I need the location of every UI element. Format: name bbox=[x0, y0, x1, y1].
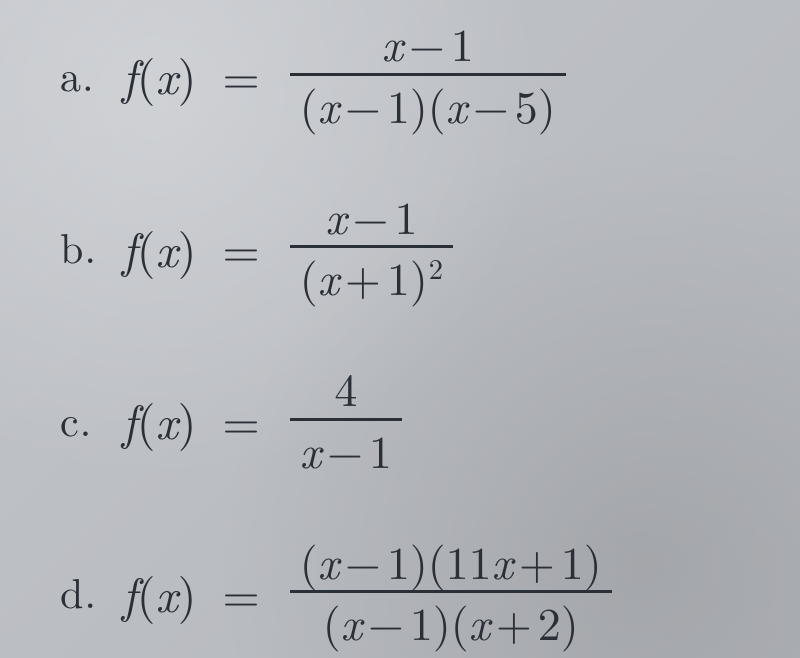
lhs-d: f(x) bbox=[122, 558, 196, 626]
problem-c: c. f(x) = 4 x−1 bbox=[60, 363, 760, 475]
denominator-d: (x−1)(x+2) bbox=[313, 597, 589, 648]
exercise-list: a. f(x) = x−1 (x−1)(x−5) b. f(x) = x−1 (… bbox=[0, 0, 800, 658]
denominator-a: (x−1)(x−5) bbox=[290, 80, 566, 131]
lhs-b: f(x) bbox=[122, 213, 196, 281]
numerator-c: 4 bbox=[324, 363, 367, 414]
denominator-c: x−1 bbox=[290, 425, 402, 476]
denominator-b: (x+1)2 bbox=[290, 252, 453, 303]
problem-label-a: a. bbox=[60, 45, 102, 104]
problem-a: a. f(x) = x−1 (x−1)(x−5) bbox=[60, 18, 760, 130]
fraction-c: 4 x−1 bbox=[290, 363, 402, 475]
numerator-a: x−1 bbox=[372, 18, 484, 69]
problem-label-c: c. bbox=[60, 390, 102, 449]
fraction-d: (x−1)(11x+1) (x−1)(x+2) bbox=[290, 536, 612, 648]
problem-label-d: d. bbox=[60, 562, 102, 621]
numerator-b: x−1 bbox=[315, 191, 427, 242]
problem-d: d. f(x) = (x−1)(11x+1) (x−1)(x+2) bbox=[60, 536, 760, 648]
fraction-b: x−1 (x+1)2 bbox=[290, 191, 453, 303]
lhs-a: f(x) bbox=[122, 40, 196, 108]
lhs-c: f(x) bbox=[122, 385, 196, 453]
equals-c: = bbox=[222, 385, 259, 453]
equals-b: = bbox=[222, 213, 259, 281]
equals-d: = bbox=[222, 558, 259, 626]
equals-a: = bbox=[222, 40, 259, 108]
problem-label-b: b. bbox=[60, 217, 102, 276]
fraction-a: x−1 (x−1)(x−5) bbox=[290, 18, 566, 130]
numerator-d: (x−1)(11x+1) bbox=[290, 536, 612, 587]
problem-b: b. f(x) = x−1 (x+1)2 bbox=[60, 191, 760, 303]
